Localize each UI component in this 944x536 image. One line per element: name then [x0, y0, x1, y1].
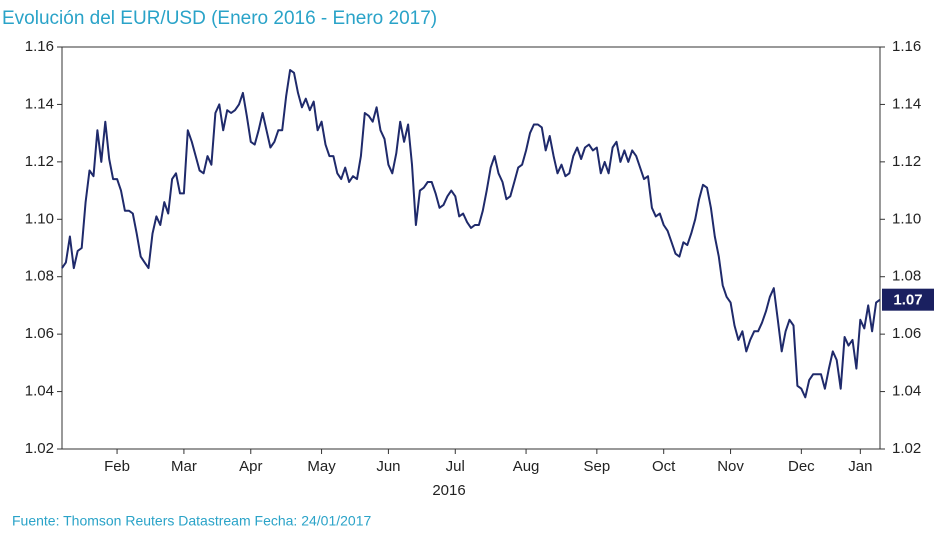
x-tick-label: Apr	[239, 458, 262, 475]
y-tick-label: 1.06	[25, 325, 54, 342]
x-tick-label: Jun	[376, 458, 400, 475]
x-tick-label: Oct	[652, 458, 676, 475]
y2-tick-label: 1.16	[892, 38, 921, 55]
x-tick-label: Dec	[788, 458, 815, 475]
x-tick-label: Mar	[171, 458, 197, 475]
y-tick-label: 1.12	[25, 153, 54, 170]
x-tick-label: Feb	[104, 458, 130, 475]
y-tick-label: 1.16	[25, 38, 54, 55]
y2-tick-label: 1.12	[892, 153, 921, 170]
x-tick-label: Sep	[583, 458, 610, 475]
y2-tick-label: 1.08	[892, 268, 921, 285]
plot-frame	[61, 46, 881, 450]
y2-tick-label: 1.10	[892, 210, 921, 227]
x-tick-label: Jan	[848, 458, 872, 475]
y2-tick-label: 1.14	[892, 95, 921, 112]
price-line	[61, 69, 881, 399]
y-tick-label: 1.14	[25, 95, 54, 112]
last-value-label: 1.07	[893, 292, 922, 309]
y-tick-label: 1.10	[25, 210, 54, 227]
x-tick-label: Nov	[717, 458, 744, 475]
y-tick-label: 1.04	[25, 383, 54, 400]
y2-tick-label: 1.06	[892, 325, 921, 342]
chart-title: Evolución del EUR/USD (Enero 2016 - Ener…	[2, 8, 437, 29]
y2-tick-label: 1.04	[892, 383, 921, 400]
last-value-box	[882, 288, 934, 311]
y2-tick-label: 1.02	[892, 440, 921, 457]
x-tick-label: May	[307, 458, 336, 475]
source-note: Fuente: Thomson Reuters Datastream Fecha…	[12, 513, 371, 529]
x-tick-label: Aug	[513, 458, 540, 475]
x-tick-label: Jul	[446, 458, 465, 475]
y-tick-label: 1.02	[25, 440, 54, 457]
x-axis-label: 2016	[432, 482, 465, 499]
y-tick-label: 1.08	[25, 268, 54, 285]
